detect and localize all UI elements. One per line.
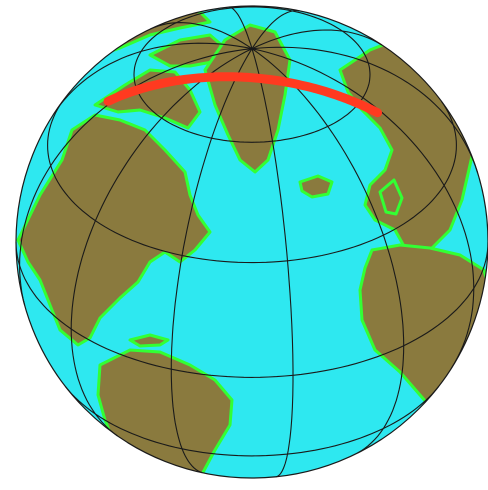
land-caribbean (128, 333, 170, 348)
land-iceland (298, 174, 334, 199)
globe-outline (15, 5, 488, 479)
land-british-isles (378, 178, 404, 216)
meridian-line (19, 48, 253, 306)
parallel-line (47, 101, 457, 264)
great-circle-route (103, 72, 382, 118)
parallel-line (15, 241, 488, 378)
meridian-line (229, 6, 253, 49)
meridian-line (170, 48, 253, 474)
meridian-line (251, 29, 383, 50)
meridian-line (150, 22, 253, 50)
meridian-line (55, 42, 253, 111)
land-layer (16, 6, 488, 478)
meridian-line (70, 48, 253, 437)
meridian-line (251, 48, 475, 369)
graticule (15, 6, 488, 478)
meridian-line (251, 48, 405, 454)
meridian-line (251, 46, 479, 173)
parallel-line (64, 385, 440, 457)
